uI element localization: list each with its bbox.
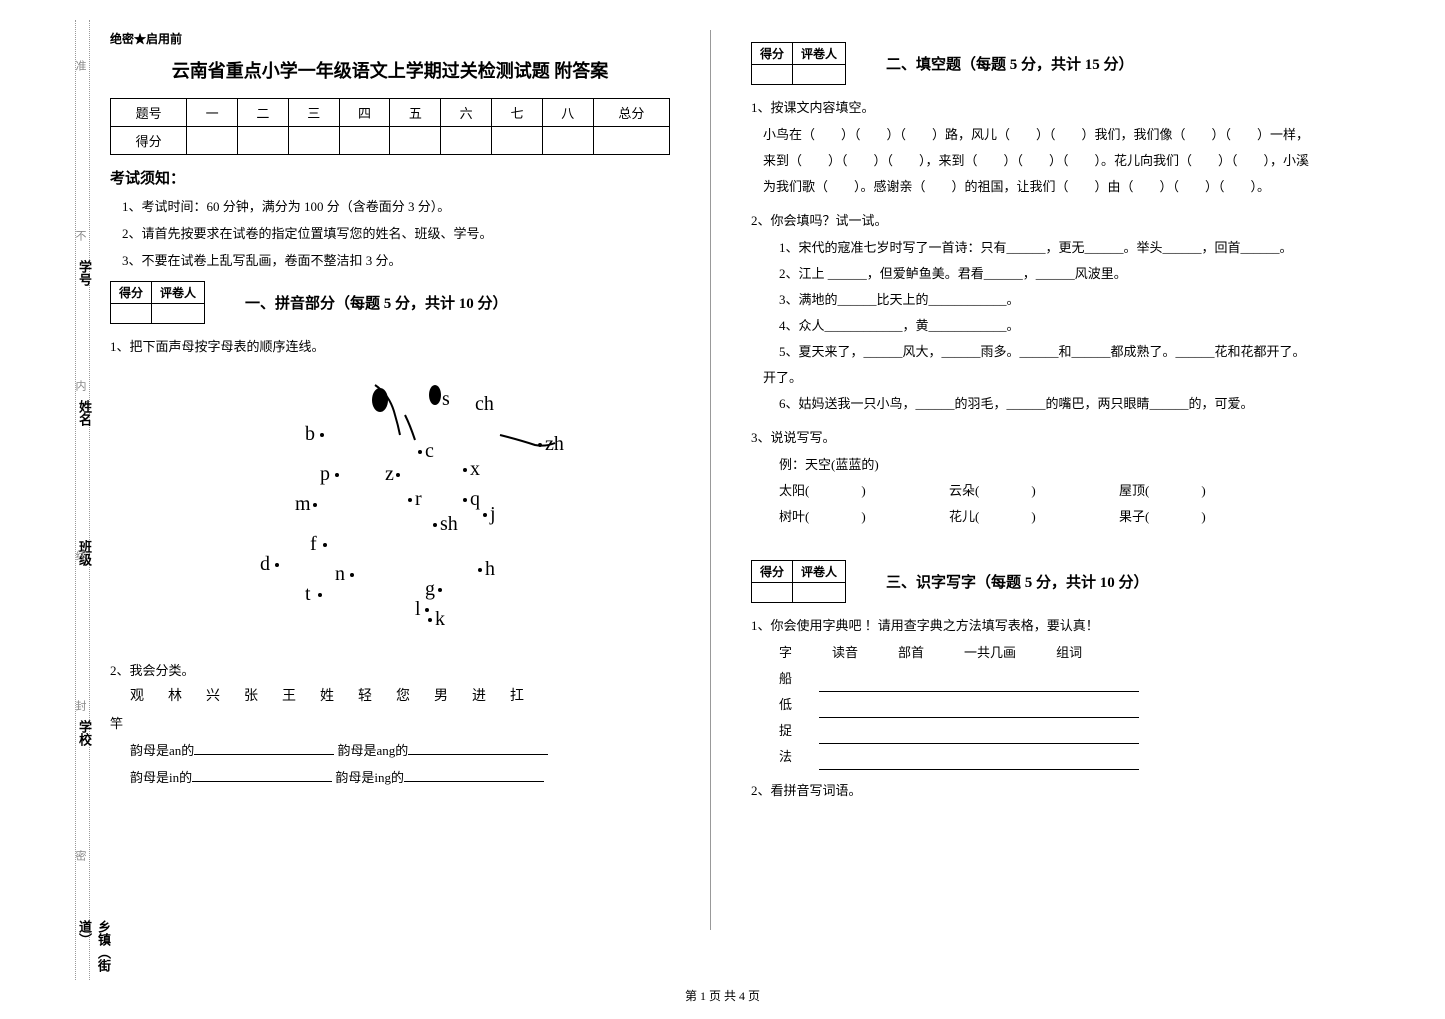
page-content: 绝密★启用前 云南省重点小学一年级语文上学期过关检测试题 附答案 题号 一 二 …: [110, 30, 1430, 930]
classify-chars: 观 林 兴 张 王 姓 轻 您 男 进 扛: [110, 685, 670, 705]
svg-text:j: j: [489, 503, 496, 525]
svg-text:r: r: [415, 488, 422, 510]
binding-label-township: 乡镇（街道）: [75, 920, 113, 980]
classify-group-row2: 韵母是in的 韵母是ing的: [110, 767, 670, 786]
section2-scorebox: 得分评卷人: [751, 42, 846, 85]
svg-text:c: c: [425, 440, 434, 462]
section2-header: 得分评卷人 二、填空题（每题 5 分，共计 15 分）: [751, 42, 1311, 85]
section1-scorebox: 得分评卷人: [110, 281, 205, 324]
section2-q2-6: 6、姑妈送我一只小鸟，______的羽毛，______的嘴巴，两只眼睛_____…: [751, 391, 1311, 417]
page-footer: 第 1 页 共 4 页: [0, 987, 1445, 1004]
notice-item-2: 2、请首先按要求在试卷的指定位置填写您的姓名、班级、学号。: [110, 223, 670, 242]
svg-text:f: f: [310, 533, 317, 555]
svg-text:s: s: [442, 388, 450, 410]
exam-title: 云南省重点小学一年级语文上学期过关检测试题 附答案: [110, 57, 670, 83]
svg-text:m: m: [295, 493, 311, 515]
left-column: 绝密★启用前 云南省重点小学一年级语文上学期过关检测试题 附答案 题号 一 二 …: [110, 30, 670, 930]
score-summary-table: 题号 一 二 三 四 五 六 七 八 总分 得分: [110, 98, 670, 155]
seal-marker-4: 内: [72, 380, 88, 391]
score-header-9: 总分: [593, 99, 669, 127]
right-column: 得分评卷人 二、填空题（每题 5 分，共计 15 分） 1、按课文内容填空。 小…: [751, 30, 1311, 930]
section2-q3-label: 3、说说写写。: [751, 427, 1311, 446]
section2-q3-row2: 树叶( ) 花儿( ) 果子( ): [751, 504, 1311, 530]
section3-header: 得分评卷人 三、识字写字（每题 5 分，共计 10 分）: [751, 560, 1311, 603]
section3-q1-label: 1、你会使用字典吧 ！请用查字典之方法填写表格，要认真！: [751, 615, 1311, 634]
section3-scorebox: 得分评卷人: [751, 560, 846, 603]
score-header-7: 七: [492, 99, 543, 127]
score-header-1: 一: [187, 99, 238, 127]
seal-marker-2: 封: [72, 700, 88, 711]
score-header-0: 题号: [111, 99, 187, 127]
seal-marker-6: 准: [72, 60, 88, 71]
seal-marker-1: 密: [72, 850, 88, 861]
svg-text:q: q: [470, 488, 480, 510]
notice-item-1: 1、考试时间：60 分钟，满分为 100 分（含卷面分 3 分）。: [110, 196, 670, 215]
dict-table: 字 读音 部首 一共几画 组词 船 低 捉 法: [751, 640, 1311, 770]
notice-item-3: 3、不要在试卷上乱写乱画，卷面不整洁扣 3 分。: [110, 250, 670, 269]
classify-group-row1: 韵母是an的 韵母是ang的: [110, 740, 670, 759]
svg-text:z: z: [385, 463, 394, 485]
section1-title: 一、拼音部分（每题 5 分，共计 10 分）: [245, 292, 508, 313]
section1-q2: 2、我会分类。: [110, 660, 670, 679]
section3-q2-label: 2、看拼音写词语。: [751, 780, 1311, 799]
score-header-4: 四: [339, 99, 390, 127]
binding-label-name: 姓名: [75, 400, 94, 426]
dict-headers: 字 读音 部首 一共几画 组词: [779, 640, 1311, 666]
svg-text:b: b: [305, 423, 315, 445]
svg-text:l: l: [415, 598, 421, 620]
section2-q2-label: 2、你会填吗？试一试。: [751, 210, 1311, 229]
svg-text:d: d: [260, 553, 270, 575]
secret-label: 绝密★启用前: [110, 30, 670, 47]
section2-q3-row1: 太阳( ) 云朵( ) 屋顶( ): [751, 478, 1311, 504]
svg-text:k: k: [435, 608, 445, 630]
section2-title: 二、填空题（每题 5 分，共计 15 分）: [886, 53, 1134, 74]
svg-text:x: x: [470, 458, 480, 480]
svg-text:n: n: [335, 563, 345, 585]
section2-q2-5-cont: 开了。: [751, 365, 1311, 391]
score-header-2: 二: [238, 99, 289, 127]
score-header-5: 五: [390, 99, 441, 127]
column-divider: [710, 30, 711, 930]
section1-header: 得分评卷人 一、拼音部分（每题 5 分，共计 10 分）: [110, 281, 670, 324]
section2-q1-text: 小鸟在（ ）（ ）（ ）路，风儿（ ）（ ）我们，我们像（ ）（ ）一样，来到（…: [751, 122, 1311, 200]
binding-label-id: 学号: [75, 260, 94, 286]
section2-q1-label: 1、按课文内容填空。: [751, 97, 1311, 116]
score-header-3: 三: [288, 99, 339, 127]
score-row-label: 得分: [111, 127, 187, 155]
svg-text:h: h: [485, 558, 495, 580]
section2-q2-3: 3、满地的______比天上的____________。: [751, 287, 1311, 313]
section2-q2-4: 4、众人____________，黄____________。: [751, 313, 1311, 339]
svg-text:ch: ch: [475, 393, 494, 415]
section2-q2-2: 2、江上 ______，但爱鲈鱼美。君看______，______风波里。: [751, 261, 1311, 287]
seal-marker-3: 线: [72, 550, 88, 561]
score-header-6: 六: [441, 99, 492, 127]
binding-label-school: 学校: [75, 720, 94, 746]
svg-text:t: t: [305, 583, 311, 605]
section2-q2-5: 5、夏天来了，______风大，______雨多。______和______都成…: [751, 339, 1311, 365]
section2-q3-example: 例：天空(蓝蓝的): [751, 452, 1311, 478]
classify-extra: 竿: [110, 713, 670, 732]
svg-text:p: p: [320, 463, 330, 485]
svg-text:g: g: [425, 578, 435, 600]
section2-q2-1: 1、宋代的寇准七岁时写了一首诗：只有______，更无______。举头____…: [751, 235, 1311, 261]
section1-q1: 1、把下面声母按字母表的顺序连线。: [110, 336, 670, 355]
pinyin-diagram: b p m f d t n l g z k h j q x zh ch: [110, 365, 670, 650]
seal-marker-5: 不: [72, 230, 88, 241]
score-header-8: 八: [542, 99, 593, 127]
section3-title: 三、识字写字（每题 5 分，共计 10 分）: [886, 571, 1149, 592]
notice-title: 考试须知：: [110, 167, 670, 188]
svg-text:sh: sh: [440, 513, 458, 535]
